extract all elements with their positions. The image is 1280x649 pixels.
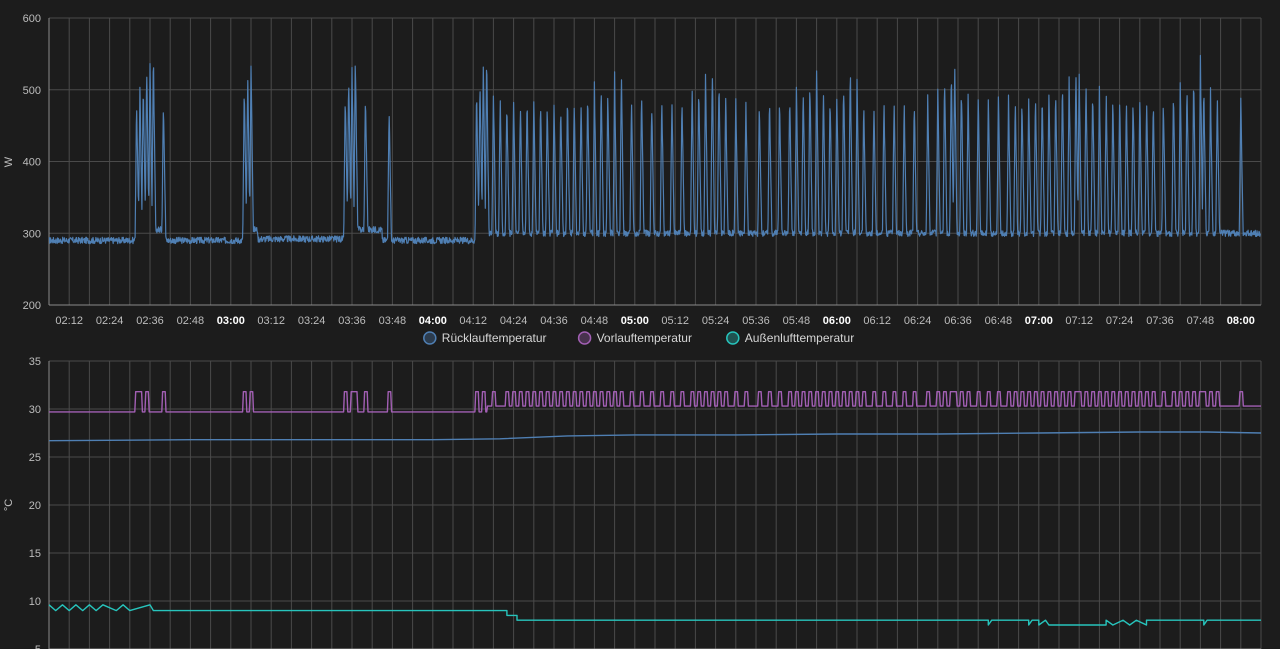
y-tick-label: 400 — [23, 157, 41, 169]
x-tick-label: 03:12 — [257, 315, 285, 327]
y-axis-label: °C — [3, 499, 15, 511]
series-line-3 — [48, 604, 1261, 626]
y-axis-label: W — [3, 156, 15, 167]
x-tick-label: 04:12 — [459, 315, 487, 327]
x-tick-label: 03:00 — [217, 315, 245, 327]
x-tick-label: 03:48 — [379, 315, 407, 327]
x-tick-label: 06:00 — [823, 315, 851, 327]
x-tick-label: 02:36 — [136, 315, 164, 327]
x-tick-label: 06:48 — [985, 315, 1013, 327]
x-tick-label: 05:00 — [621, 315, 649, 327]
x-tick-label: 07:00 — [1025, 315, 1053, 327]
x-tick-label: 07:48 — [1187, 315, 1215, 327]
x-tick-label: 07:24 — [1106, 315, 1134, 327]
x-tick-label: 03:24 — [298, 315, 326, 327]
y-tick-label: 10 — [29, 596, 41, 608]
y-tick-label: 20 — [29, 500, 41, 512]
x-tick-label: 04:24 — [500, 315, 528, 327]
x-tick-label: 03:36 — [338, 315, 366, 327]
x-tick-label: 07:36 — [1146, 315, 1174, 327]
x-tick-label: 02:24 — [96, 315, 124, 327]
series-line-1 — [48, 54, 1262, 245]
x-tick-label: 04:00 — [419, 315, 447, 327]
y-tick-label: 600 — [23, 13, 41, 25]
x-tick-label: 08:00 — [1227, 315, 1255, 327]
x-tick-label: 05:36 — [742, 315, 770, 327]
legend-label: Außenlufttemperatur — [745, 331, 854, 345]
y-tick-label: 200 — [23, 300, 41, 312]
x-tick-label: 04:36 — [540, 315, 568, 327]
legend-swatch — [423, 331, 437, 345]
y-tick-label: 25 — [29, 452, 41, 464]
x-tick-label: 06:36 — [944, 315, 972, 327]
horizontal-gridlines — [49, 360, 1261, 649]
y-tick-label: 35 — [29, 356, 41, 368]
x-tick-label: 07:12 — [1065, 315, 1093, 327]
x-tick-label: 04:48 — [581, 315, 609, 327]
legend-item[interactable]: Rücklauftemperatur — [423, 331, 547, 345]
x-tick-label: 05:48 — [783, 315, 811, 327]
y-tick-label: 300 — [23, 228, 41, 240]
x-tick-label: 05:24 — [702, 315, 730, 327]
chart-panel-2: 5 10 15 20 25 30 35 °C Rücklauftemperatur Vorlauf… — [3, 331, 1262, 649]
y-tick-label: 500 — [23, 85, 41, 97]
y-tick-label: 5 — [35, 644, 41, 649]
x-tick-label: 06:12 — [863, 315, 891, 327]
x-tick-label: 02:12 — [55, 315, 83, 327]
legend-label: Rücklauftemperatur — [442, 331, 547, 345]
series-line-1 — [48, 431, 1262, 442]
legend-item[interactable]: Vorlauftemperatur — [577, 331, 692, 345]
x-tick-label: 05:12 — [661, 315, 689, 327]
legend-swatch — [577, 331, 592, 345]
y-tick-label: 15 — [29, 548, 41, 560]
legend: Rücklauftemperatur Vorlauftemperatur Außen… — [423, 331, 854, 345]
x-tick-label: 02:48 — [177, 315, 205, 327]
series-line-2 — [49, 391, 1261, 413]
chart-panel-1: 200 300 400 500 600 W 02:12 02:24 02:36 02:48 03:0… — [3, 13, 1262, 327]
y-tick-label: 30 — [29, 404, 41, 416]
legend-label: Vorlauftemperatur — [597, 331, 692, 345]
legend-swatch — [726, 331, 740, 345]
x-tick-label: 06:24 — [904, 315, 932, 327]
legend-item[interactable]: Außenlufttemperatur — [726, 331, 854, 345]
